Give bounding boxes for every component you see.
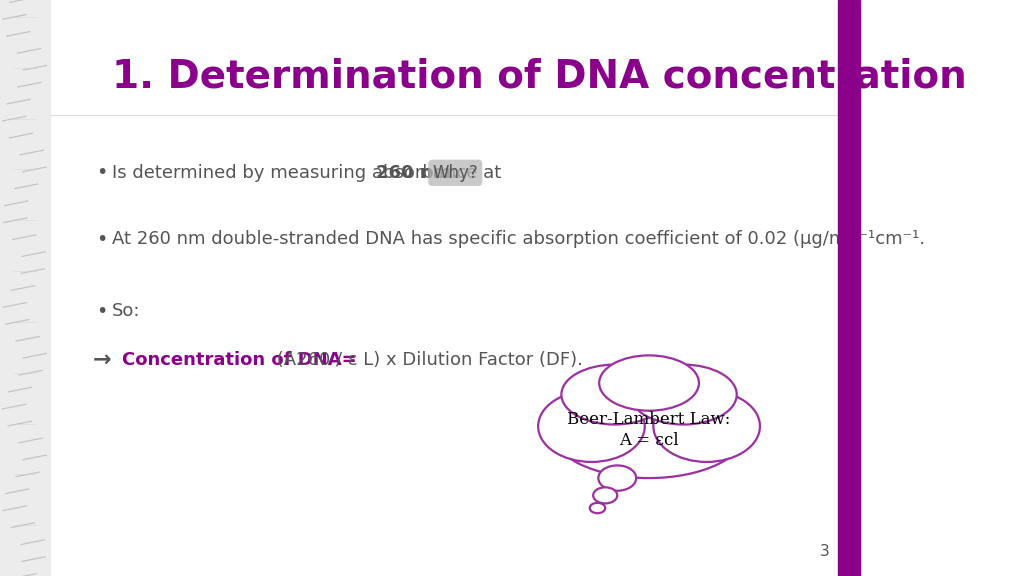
- Text: A = εcl: A = εcl: [620, 432, 679, 449]
- Ellipse shape: [653, 391, 760, 462]
- Ellipse shape: [630, 365, 736, 425]
- Circle shape: [590, 503, 605, 513]
- Text: →: →: [93, 350, 112, 370]
- Bar: [839, 0, 860, 576]
- Circle shape: [598, 465, 636, 491]
- Bar: [0, 0, 50, 576]
- Text: (A260 / ε L) x Dilution Factor (DF).: (A260 / ε L) x Dilution Factor (DF).: [270, 351, 583, 369]
- Circle shape: [593, 487, 617, 503]
- Text: Beer-Lambert Law:: Beer-Lambert Law:: [567, 411, 731, 428]
- Ellipse shape: [599, 355, 699, 411]
- Text: •: •: [96, 302, 108, 320]
- Text: •: •: [96, 164, 108, 182]
- Text: •: •: [96, 230, 108, 248]
- Text: Why?: Why?: [432, 164, 478, 182]
- Text: 3: 3: [820, 544, 829, 559]
- Text: So:: So:: [112, 302, 140, 320]
- Text: Concentration of DNA=: Concentration of DNA=: [122, 351, 356, 369]
- Ellipse shape: [550, 380, 748, 478]
- Text: 1. Determination of DNA concentration: 1. Determination of DNA concentration: [112, 58, 967, 96]
- Ellipse shape: [539, 391, 645, 462]
- Text: Is determined by measuring absorbance at: Is determined by measuring absorbance at: [112, 164, 507, 182]
- Text: 260 nm.: 260 nm.: [376, 164, 458, 182]
- Text: At 260 nm double-stranded DNA has specific absorption coefficient of 0.02 (μg/ml: At 260 nm double-stranded DNA has specif…: [112, 230, 925, 248]
- Ellipse shape: [561, 365, 668, 425]
